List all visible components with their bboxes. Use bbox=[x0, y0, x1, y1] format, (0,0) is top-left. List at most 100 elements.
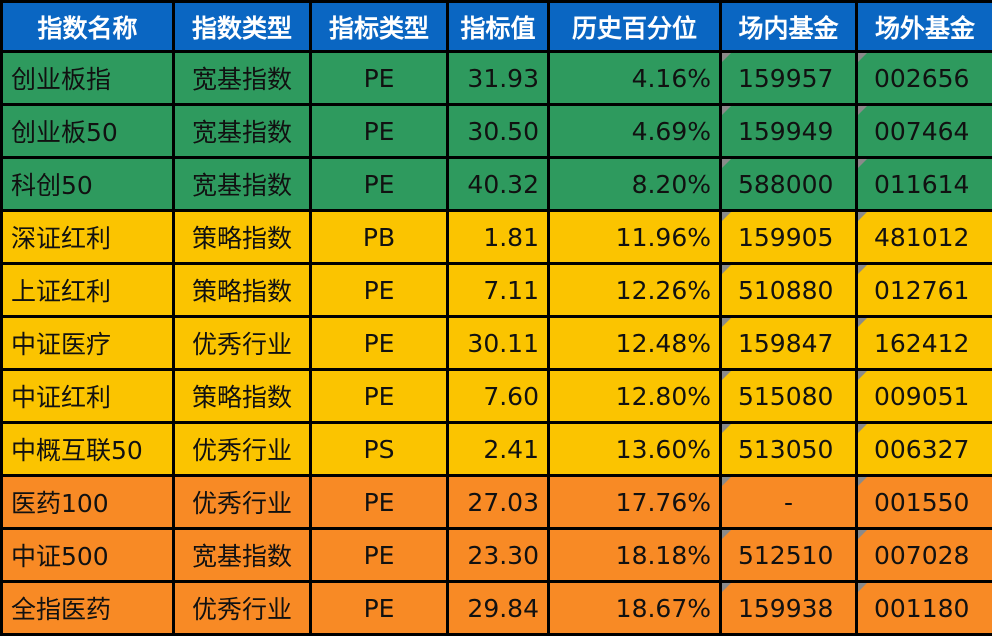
cell-offsite-fund-text: 007464 bbox=[874, 116, 970, 146]
table-row[interactable]: 中证医疗 优秀行业 PE 30.11 12.48% 159847 162412 bbox=[0, 315, 992, 371]
table-row[interactable]: 中证红利 策略指数 PE 7.60 12.80% 515080 009051 bbox=[0, 368, 992, 424]
table-row[interactable]: 创业板指 宽基指数 PE 31.93 4.16% 159957 002656 bbox=[0, 50, 992, 106]
cell-index-name[interactable]: 创业板指 bbox=[0, 50, 175, 106]
cell-index-type[interactable]: 策略指数 bbox=[172, 262, 312, 318]
cell-index-name[interactable]: 中概互联50 bbox=[0, 421, 175, 477]
cell-onsite-fund[interactable]: 159957 bbox=[719, 50, 858, 106]
cell-index-name[interactable]: 科创50 bbox=[0, 156, 175, 212]
cell-index-name[interactable]: 上证红利 bbox=[0, 262, 175, 318]
cell-percentile-text: 18.67% bbox=[615, 593, 711, 623]
cell-metric-type[interactable]: PE bbox=[309, 474, 449, 530]
cell-onsite-fund[interactable]: 159949 bbox=[719, 103, 858, 159]
cell-metric-type[interactable]: PB bbox=[309, 209, 449, 265]
cell-percentile[interactable]: 18.67% bbox=[547, 580, 722, 636]
cell-onsite-fund[interactable]: 512510 bbox=[719, 527, 858, 583]
cell-metric-type[interactable]: PE bbox=[309, 262, 449, 318]
cell-percentile[interactable]: 11.96% bbox=[547, 209, 722, 265]
table-row[interactable]: 中证500 宽基指数 PE 23.30 18.18% 512510 007028 bbox=[0, 527, 992, 583]
cell-metric-value[interactable]: 29.84 bbox=[446, 580, 550, 636]
cell-percentile[interactable]: 4.69% bbox=[547, 103, 722, 159]
cell-metric-value[interactable]: 30.11 bbox=[446, 315, 550, 371]
cell-metric-value[interactable]: 31.93 bbox=[446, 50, 550, 106]
cell-index-type[interactable]: 宽基指数 bbox=[172, 103, 312, 159]
cell-onsite-fund[interactable]: 588000 bbox=[719, 156, 858, 212]
cell-index-type[interactable]: 策略指数 bbox=[172, 209, 312, 265]
cell-metric-value-text: 1.81 bbox=[483, 222, 539, 252]
cell-index-type[interactable]: 策略指数 bbox=[172, 368, 312, 424]
cell-percentile[interactable]: 8.20% bbox=[547, 156, 722, 212]
cell-metric-value[interactable]: 27.03 bbox=[446, 474, 550, 530]
cell-onsite-fund-text: 159949 bbox=[738, 116, 834, 146]
cell-onsite-fund[interactable]: 515080 bbox=[719, 368, 858, 424]
cell-onsite-fund[interactable]: 513050 bbox=[719, 421, 858, 477]
cell-percentile[interactable]: 12.26% bbox=[547, 262, 722, 318]
cell-metric-value[interactable]: 7.11 bbox=[446, 262, 550, 318]
cell-index-type[interactable]: 宽基指数 bbox=[172, 527, 312, 583]
cell-index-name[interactable]: 全指医药 bbox=[0, 580, 175, 636]
cell-index-type-text: 宽基指数 bbox=[191, 542, 292, 571]
cell-metric-type[interactable]: PE bbox=[309, 103, 449, 159]
table-row[interactable]: 科创50 宽基指数 PE 40.32 8.20% 588000 011614 bbox=[0, 156, 992, 212]
cell-index-name[interactable]: 深证红利 bbox=[0, 209, 175, 265]
cell-onsite-fund-text: 159905 bbox=[738, 222, 834, 252]
cell-metric-value[interactable]: 40.32 bbox=[446, 156, 550, 212]
cell-offsite-fund[interactable]: 011614 bbox=[855, 156, 992, 212]
cell-offsite-fund[interactable]: 006327 bbox=[855, 421, 992, 477]
cell-index-type[interactable]: 优秀行业 bbox=[172, 580, 312, 636]
cell-percentile-text: 17.76% bbox=[615, 487, 711, 517]
cell-index-type[interactable]: 宽基指数 bbox=[172, 50, 312, 106]
cell-index-name[interactable]: 中证500 bbox=[0, 527, 175, 583]
cell-metric-type[interactable]: PE bbox=[309, 368, 449, 424]
cell-onsite-fund[interactable]: 159905 bbox=[719, 209, 858, 265]
cell-onsite-fund[interactable]: 159938 bbox=[719, 580, 858, 636]
table-row[interactable]: 全指医药 优秀行业 PE 29.84 18.67% 159938 001180 bbox=[0, 580, 992, 636]
cell-index-type[interactable]: 优秀行业 bbox=[172, 421, 312, 477]
cell-metric-value[interactable]: 30.50 bbox=[446, 103, 550, 159]
cell-metric-type[interactable]: PE bbox=[309, 156, 449, 212]
header-row: 指数名称 指数类型 指标类型 指标值 历史百分位 场内基金 场外基金 bbox=[0, 0, 992, 53]
cell-index-name[interactable]: 中证医疗 bbox=[0, 315, 175, 371]
cell-offsite-fund[interactable]: 012761 bbox=[855, 262, 992, 318]
table-row[interactable]: 创业板50 宽基指数 PE 30.50 4.69% 159949 007464 bbox=[0, 103, 992, 159]
cell-metric-type[interactable]: PE bbox=[309, 50, 449, 106]
cell-metric-value[interactable]: 23.30 bbox=[446, 527, 550, 583]
cell-index-type[interactable]: 宽基指数 bbox=[172, 156, 312, 212]
cell-onsite-fund[interactable]: 159847 bbox=[719, 315, 858, 371]
cell-onsite-fund[interactable]: 510880 bbox=[719, 262, 858, 318]
cell-index-type[interactable]: 优秀行业 bbox=[172, 474, 312, 530]
cell-percentile[interactable]: 12.48% bbox=[547, 315, 722, 371]
table-row[interactable]: 上证红利 策略指数 PE 7.11 12.26% 510880 012761 bbox=[0, 262, 992, 318]
cell-offsite-fund[interactable]: 001550 bbox=[855, 474, 992, 530]
cell-index-name[interactable]: 医药100 bbox=[0, 474, 175, 530]
table-row[interactable]: 深证红利 策略指数 PB 1.81 11.96% 159905 481012 bbox=[0, 209, 992, 265]
cell-offsite-fund[interactable]: 481012 bbox=[855, 209, 992, 265]
cell-index-name[interactable]: 中证红利 bbox=[0, 368, 175, 424]
cell-offsite-fund[interactable]: 009051 bbox=[855, 368, 992, 424]
cell-metric-type[interactable]: PE bbox=[309, 527, 449, 583]
comment-marker-icon bbox=[859, 160, 867, 168]
cell-metric-type[interactable]: PS bbox=[309, 421, 449, 477]
cell-percentile[interactable]: 13.60% bbox=[547, 421, 722, 477]
cell-metric-value[interactable]: 7.60 bbox=[446, 368, 550, 424]
cell-onsite-fund[interactable]: - bbox=[719, 474, 858, 530]
cell-percentile[interactable]: 12.80% bbox=[547, 368, 722, 424]
table-row[interactable]: 中概互联50 优秀行业 PS 2.41 13.60% 513050 006327 bbox=[0, 421, 992, 477]
cell-metric-value[interactable]: 1.81 bbox=[446, 209, 550, 265]
cell-percentile-text: 13.60% bbox=[615, 434, 711, 464]
cell-percentile[interactable]: 17.76% bbox=[547, 474, 722, 530]
cell-offsite-fund[interactable]: 002656 bbox=[855, 50, 992, 106]
cell-offsite-fund[interactable]: 007028 bbox=[855, 527, 992, 583]
cell-offsite-fund[interactable]: 001180 bbox=[855, 580, 992, 636]
table-row[interactable]: 医药100 优秀行业 PE 27.03 17.76% - 001550 bbox=[0, 474, 992, 530]
cell-metric-type[interactable]: PE bbox=[309, 580, 449, 636]
cell-offsite-fund[interactable]: 162412 bbox=[855, 315, 992, 371]
cell-metric-value-text: 40.32 bbox=[467, 169, 539, 199]
cell-metric-type[interactable]: PE bbox=[309, 315, 449, 371]
comment-marker-icon bbox=[859, 107, 867, 115]
cell-index-name[interactable]: 创业板50 bbox=[0, 103, 175, 159]
cell-metric-value[interactable]: 2.41 bbox=[446, 421, 550, 477]
cell-offsite-fund[interactable]: 007464 bbox=[855, 103, 992, 159]
cell-percentile[interactable]: 18.18% bbox=[547, 527, 722, 583]
cell-index-type[interactable]: 优秀行业 bbox=[172, 315, 312, 371]
cell-percentile[interactable]: 4.16% bbox=[547, 50, 722, 106]
